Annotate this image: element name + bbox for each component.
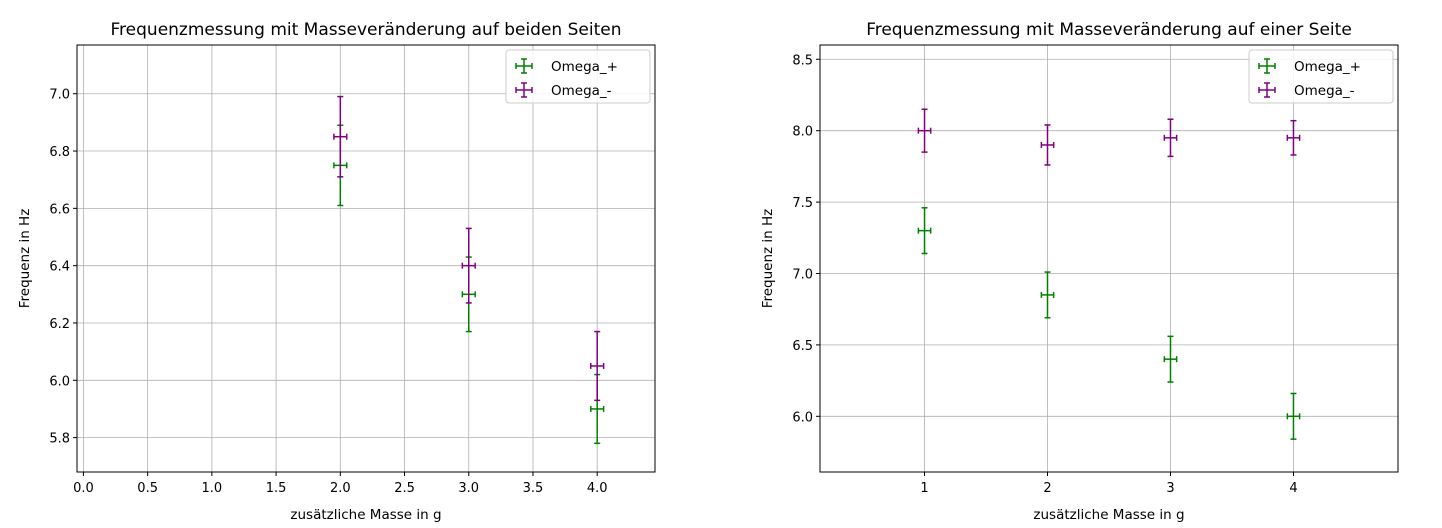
x-tick-label: 3 — [1166, 481, 1174, 496]
x-tick-label: 2 — [1043, 481, 1051, 496]
y-tick-label: 6.0 — [792, 410, 813, 425]
data-point[interactable] — [1286, 119, 1301, 156]
x-tick-label: 2.5 — [394, 481, 415, 496]
series-Omega_- — [917, 108, 1301, 166]
data-point[interactable] — [917, 108, 932, 153]
legend-box — [1248, 49, 1394, 104]
legend-label: Omega_- — [1294, 83, 1355, 99]
legend-marker — [1258, 58, 1276, 74]
chart-title: Frequenzmessung mit Masseveränderung auf… — [866, 20, 1352, 40]
y-tick-label: 6.4 — [49, 260, 70, 275]
legend-marker — [1258, 82, 1276, 98]
x-tick-label: 2.0 — [330, 481, 351, 496]
x-tick-label: 1.0 — [202, 481, 223, 496]
y-tick-label: 6.5 — [792, 339, 813, 354]
chart-2: 1 2 3 4 6.0 6.5 7.0 7.5 8.0 8.5 Frequenzmessung mi… — [760, 20, 1399, 523]
legend-label: Omega_- — [551, 83, 612, 99]
legend-label: Omega_+ — [1294, 59, 1361, 75]
series-Omega_- — [333, 95, 605, 402]
x-tick-label: 3.5 — [523, 481, 544, 496]
data-point[interactable] — [1286, 392, 1301, 440]
x-tick-label: 1 — [920, 481, 928, 496]
x-tick-label: 0.0 — [73, 481, 94, 496]
x-axis-label: zusätzliche Masse in g — [290, 507, 441, 523]
legend-box — [505, 49, 651, 104]
y-tick-label: 6.0 — [49, 374, 70, 389]
legend-label: Omega_+ — [551, 59, 618, 75]
x-tick-label: 4 — [1289, 481, 1297, 496]
plot-frame — [819, 44, 1399, 473]
data-point[interactable] — [1040, 124, 1055, 166]
y-tick-label: 5.8 — [49, 432, 70, 447]
data-point[interactable] — [1040, 271, 1055, 319]
y-axis-label: Frequenz in Hz — [760, 209, 776, 309]
legend-marker — [515, 58, 533, 74]
y-tick-label: 8.0 — [792, 125, 813, 140]
legend-marker — [515, 82, 533, 98]
data-point[interactable] — [1163, 335, 1178, 383]
y-tick-label: 8.5 — [792, 53, 813, 68]
chart-1: 0.0 0.5 1.0 1.5 2.0 2.5 3.0 3.5 4.0 5.8 6.0 6.2 6.4 6… — [17, 20, 656, 523]
x-tick-label: 0.5 — [137, 481, 158, 496]
data-point[interactable] — [917, 207, 932, 255]
x-axis-label: zusätzliche Masse in g — [1033, 507, 1184, 523]
y-tick-label: 6.8 — [49, 145, 70, 160]
data-point[interactable] — [461, 227, 476, 304]
y-tick-label: 6.2 — [49, 317, 70, 332]
data-point[interactable] — [1163, 118, 1178, 158]
legend: Omega_+ Omega_- — [505, 49, 651, 104]
y-tick-label: 7.5 — [792, 196, 813, 211]
x-tick-label: 3.0 — [458, 481, 479, 496]
y-tick-label: 7.0 — [49, 88, 70, 103]
y-tick-label: 7.0 — [792, 267, 813, 282]
x-tick-label: 1.5 — [266, 481, 287, 496]
series-Omega_+ — [917, 207, 1301, 440]
data-point[interactable] — [333, 95, 348, 178]
x-tick-label: 4.0 — [587, 481, 608, 496]
y-axis-label: Frequenz in Hz — [17, 209, 33, 309]
plot-frame — [76, 44, 656, 473]
y-tick-label: 6.6 — [49, 202, 70, 217]
chart-title: Frequenzmessung mit Masseveränderung auf… — [111, 20, 622, 40]
legend: Omega_+ Omega_- — [1248, 49, 1394, 104]
data-point[interactable] — [590, 330, 605, 402]
